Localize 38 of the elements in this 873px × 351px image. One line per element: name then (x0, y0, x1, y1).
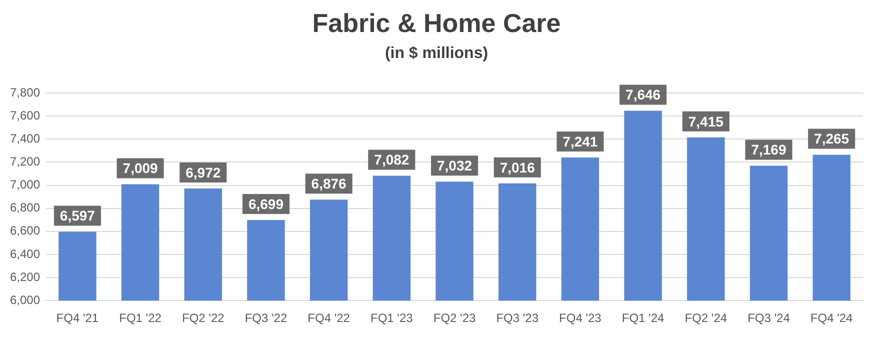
data-label: 7,082 (374, 152, 410, 168)
x-tick-label: FQ1 '24 (622, 311, 665, 326)
data-label: 6,699 (248, 196, 284, 212)
data-label: 7,016 (500, 159, 536, 176)
data-label: 7,169 (751, 142, 786, 158)
data-label: 7,032 (436, 157, 472, 174)
y-tick-label: 6,200 (10, 270, 40, 284)
x-tick-label: FQ2 '22 (182, 311, 225, 326)
x-tick-label: FQ4 '23 (559, 311, 602, 326)
x-tick-label: FQ3 '23 (496, 311, 539, 326)
x-tick-label: FQ2 '23 (433, 311, 476, 326)
y-tick-label: 6,600 (10, 224, 40, 238)
data-label: 7,646 (626, 86, 661, 103)
y-tick-label: 6,800 (10, 200, 40, 215)
data-label: 7,415 (688, 113, 724, 130)
x-tick-label: FQ3 '22 (244, 311, 288, 326)
x-tick-label: FQ1 '23 (370, 311, 414, 326)
data-label: 7,265 (814, 130, 850, 147)
chart-subtitle: (in $ millions) (384, 45, 490, 63)
data-label: 7,009 (122, 160, 158, 176)
data-label: 6,972 (186, 164, 221, 180)
chart-title: Fabric & Home Care (311, 8, 562, 39)
x-tick-label: FQ4 '24 (810, 311, 854, 326)
x-tick-label: FQ4 '21 (56, 311, 99, 326)
y-tick-label: 7,200 (10, 154, 40, 169)
y-tick-label: 7,000 (10, 178, 40, 192)
data-label: 7,241 (562, 133, 598, 150)
x-tick-label: FQ1 '22 (119, 311, 162, 326)
data-label: 6,597 (60, 208, 96, 224)
y-tick-label: 7,400 (10, 131, 40, 146)
y-tick-label: 7,800 (10, 85, 40, 100)
x-tick-label: FQ4 '22 (308, 311, 350, 326)
x-tick-label: FQ3 '24 (748, 311, 790, 326)
data-label: 6,876 (311, 175, 347, 192)
y-tick-label: 6,400 (10, 246, 40, 261)
y-tick-label: 6,000 (10, 292, 40, 307)
y-tick-label: 7,600 (10, 108, 40, 122)
x-tick-label: FQ2 '24 (684, 311, 728, 326)
